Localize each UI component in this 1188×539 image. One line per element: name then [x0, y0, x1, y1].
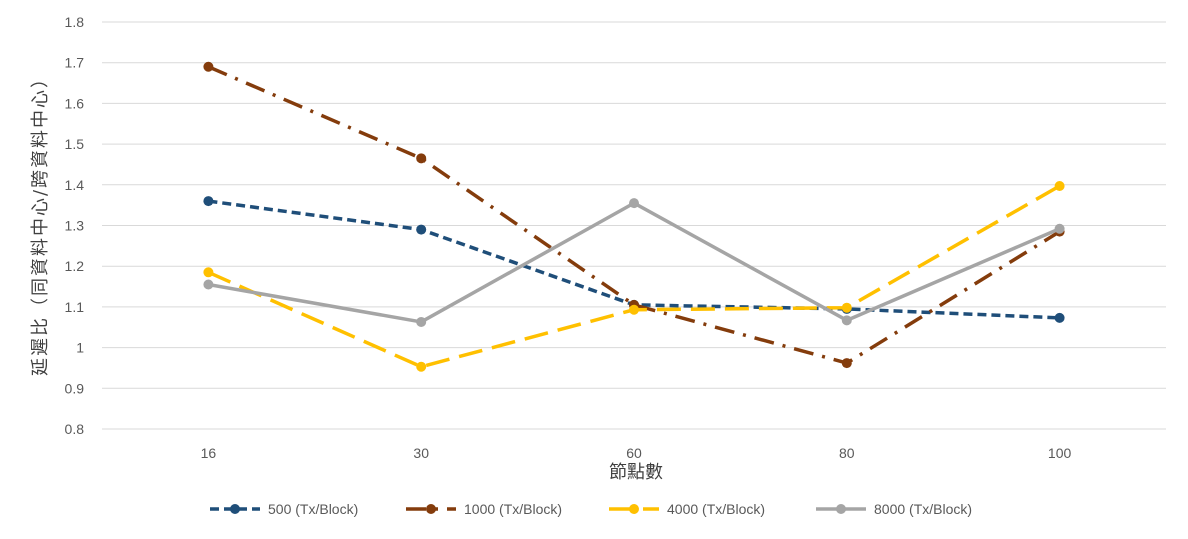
data-point [203, 279, 214, 290]
legend-label: 1000 (Tx/Block) [464, 501, 562, 517]
data-point [841, 315, 852, 326]
legend-item: 8000 (Tx/Block) [816, 501, 972, 517]
y-tick-label: 1.2 [65, 258, 85, 274]
x-tick-label: 30 [413, 445, 429, 461]
axis-titles: 節點數 延遲比（同資料中心/跨資料中心） [30, 68, 663, 483]
series-4 [203, 198, 1065, 327]
data-point [416, 316, 427, 327]
y-axis-title: 延遲比（同資料中心/跨資料中心） [30, 68, 51, 376]
data-point [629, 304, 639, 315]
y-tick-label: 0.8 [65, 421, 85, 437]
legend-item: 1000 (Tx/Block) [406, 501, 562, 517]
data-point [1054, 223, 1065, 234]
gridlines [102, 21, 1166, 430]
data-point [203, 196, 214, 207]
legend-marker [426, 504, 436, 514]
legend-marker [629, 504, 639, 514]
y-tick-labels: 0.8 0.9 1 1.1 1.2 1.3 1.4 1.5 1.6 1.7 1.8 [65, 14, 85, 437]
y-tick-label: 1.4 [65, 177, 85, 193]
legend: 500 (Tx/Block) 1000 (Tx/Block) 4000 (Tx/Bl… [210, 501, 972, 517]
series-3 [203, 181, 1065, 372]
series-line [207, 65, 1061, 365]
x-tick-labels: 16 30 60 80 100 [201, 445, 1072, 461]
legend-label: 4000 (Tx/Block) [667, 501, 765, 517]
data-point [841, 302, 852, 313]
y-tick-label: 1 [76, 340, 84, 356]
data-point [416, 153, 427, 164]
data-point [629, 198, 639, 209]
y-tick-label: 1.7 [65, 55, 85, 71]
legend-label: 500 (Tx/Block) [268, 501, 358, 517]
data-point [1054, 181, 1065, 192]
legend-item: 4000 (Tx/Block) [609, 501, 765, 517]
data-point [416, 361, 427, 372]
series-line [207, 184, 1061, 369]
data-point [1054, 312, 1065, 323]
data-point [416, 224, 427, 235]
legend-marker [230, 504, 240, 514]
x-tick-label: 100 [1048, 445, 1072, 461]
legend-marker [836, 504, 846, 514]
legend-label: 8000 (Tx/Block) [874, 501, 972, 517]
series-lines [203, 61, 1065, 372]
legend-item: 500 (Tx/Block) [210, 501, 358, 517]
y-tick-label: 1.6 [65, 95, 85, 111]
x-tick-label: 60 [626, 445, 642, 461]
y-tick-label: 1.5 [65, 136, 85, 152]
y-tick-label: 0.9 [65, 380, 85, 396]
y-tick-label: 1.8 [65, 14, 85, 30]
data-point [203, 267, 214, 278]
data-point [203, 61, 214, 72]
series-2 [203, 61, 1065, 369]
data-point [841, 358, 852, 369]
y-tick-label: 1.3 [65, 218, 85, 234]
y-tick-label: 1.1 [65, 299, 85, 315]
x-axis-title: 節點數 [609, 462, 663, 483]
x-tick-label: 16 [201, 445, 217, 461]
x-tick-label: 80 [839, 445, 855, 461]
